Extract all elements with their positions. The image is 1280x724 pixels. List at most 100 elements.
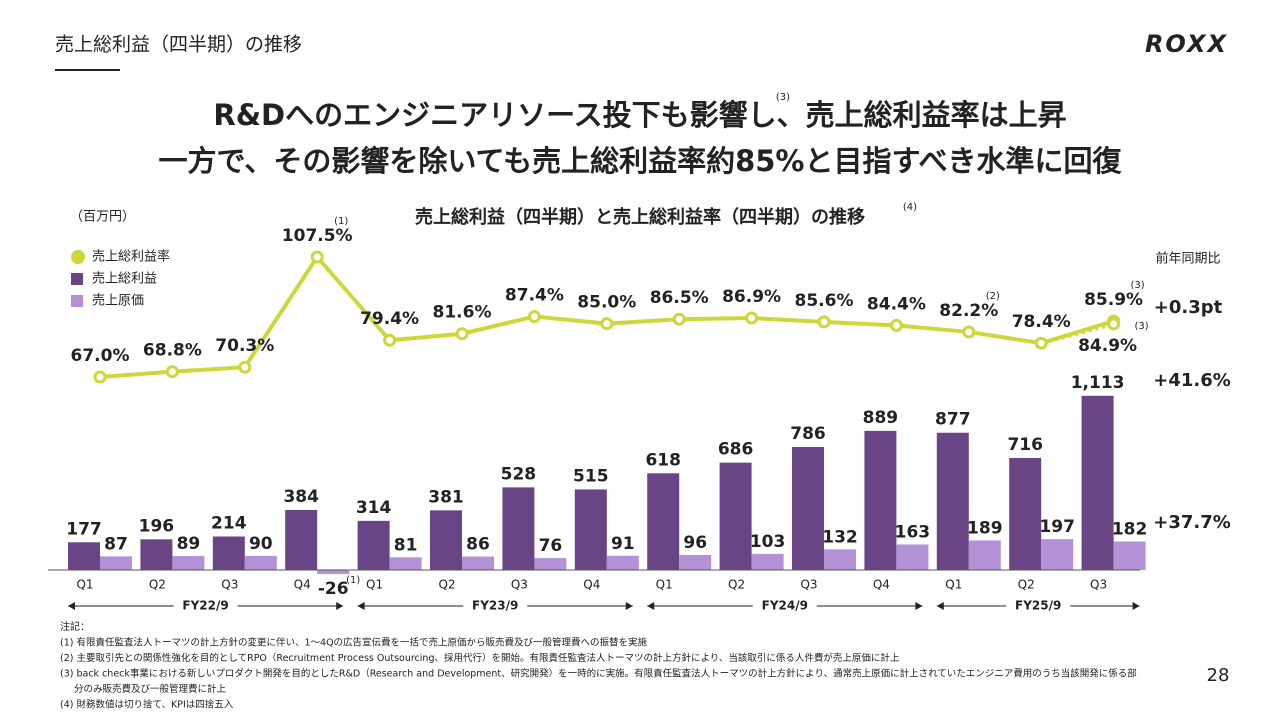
- bar: [968, 540, 1001, 570]
- bar: [1081, 395, 1114, 570]
- note-mark: (1): [346, 575, 360, 586]
- headline-note: (3): [776, 92, 790, 103]
- data-label: 86.9%: [722, 287, 781, 307]
- footnote: 分のみ販売費及び一般管理費に計上: [74, 683, 227, 695]
- bar: [719, 462, 752, 570]
- yoy-header: 前年同期比: [1155, 251, 1220, 267]
- data-label: 87.4%: [505, 286, 564, 306]
- point: [527, 310, 541, 324]
- headline: 一方で、その影響を除いても売上総利益率約85%と目指すべき水準に回復: [159, 144, 1123, 178]
- point: [455, 327, 469, 341]
- data-label: 528: [501, 464, 537, 484]
- note-mark: (1): [334, 216, 348, 227]
- x-tick-label: Q2: [1018, 578, 1035, 592]
- point: [745, 311, 759, 325]
- x-tick-label: Q2: [149, 578, 166, 592]
- chart-title: 売上総利益（四半期）と売上総利益率（四半期）の推移: [415, 206, 865, 228]
- bar: [751, 553, 784, 570]
- point: [889, 318, 903, 332]
- bar: [140, 539, 173, 570]
- data-label: 89: [177, 534, 201, 554]
- legend-label: 売上総利益: [92, 271, 157, 287]
- bar: [864, 430, 897, 570]
- data-label: 189: [967, 518, 1003, 538]
- point: [600, 317, 614, 331]
- data-label: 84.4%: [867, 294, 926, 314]
- bar: [317, 570, 350, 575]
- legend-swatch: [71, 295, 83, 307]
- bar: [1113, 541, 1146, 570]
- data-label: 889: [863, 408, 899, 428]
- bracket-gap: [463, 598, 528, 614]
- data-label: 381: [428, 487, 464, 507]
- bar: [430, 510, 462, 570]
- bar: [357, 520, 390, 570]
- group-label: FY22/9: [182, 599, 228, 613]
- bracket-gap: [173, 598, 238, 614]
- logo: ROXX: [1145, 30, 1228, 58]
- slide-title: 売上総利益（四半期）の推移: [55, 34, 302, 56]
- legend-swatch: [71, 250, 85, 264]
- bar: [792, 446, 824, 570]
- data-label: 314: [356, 498, 392, 518]
- x-tick-label: Q1: [366, 578, 383, 592]
- point: [672, 312, 686, 326]
- data-label: 87: [104, 534, 128, 554]
- bar: [679, 554, 712, 570]
- data-label: 68.8%: [143, 341, 202, 361]
- legend-swatch: [71, 273, 83, 285]
- bracket-gap: [1006, 598, 1071, 614]
- footnote: (4) 財務数値は切り捨て、KPIは四捨五入: [60, 699, 234, 711]
- bar: [462, 556, 494, 570]
- bar: [936, 432, 969, 570]
- x-tick-label: Q2: [438, 578, 455, 592]
- data-label: 82.2%: [939, 301, 998, 321]
- x-tick-label: Q1: [76, 578, 93, 592]
- bar: [896, 544, 929, 570]
- footnote: (1) 有限責任監査法人トーマツの計上方針の変更に伴い、1〜4Qの広告宣伝費を一…: [60, 637, 648, 649]
- point: [1107, 317, 1121, 331]
- x-tick-label: Q3: [511, 578, 528, 592]
- bar: [1009, 457, 1042, 570]
- bar: [534, 558, 567, 570]
- data-label: 1,113: [1071, 373, 1125, 393]
- note-mark: (3): [1131, 280, 1145, 291]
- data-label: 81.6%: [433, 303, 492, 323]
- data-label: 196: [139, 516, 175, 536]
- group-label: FY24/9: [762, 599, 808, 613]
- data-label: 91: [611, 534, 635, 554]
- group-label: FY25/9: [1015, 599, 1061, 613]
- bar: [574, 489, 607, 570]
- bar: [1041, 539, 1074, 570]
- data-label: 103: [750, 532, 786, 552]
- x-tick-label: Q4: [873, 578, 890, 592]
- data-label: 67.0%: [71, 346, 130, 366]
- data-label: 70.3%: [215, 336, 274, 356]
- bar: [68, 542, 100, 570]
- bar: [647, 473, 680, 570]
- data-label: 132: [822, 527, 858, 547]
- data-label: 686: [718, 440, 754, 460]
- point: [962, 325, 976, 339]
- bracket-gap: [752, 598, 817, 614]
- bar: [285, 509, 318, 570]
- data-label: 79.4%: [360, 309, 419, 329]
- bar: [606, 555, 639, 570]
- point: [383, 333, 397, 347]
- x-tick-label: Q1: [656, 578, 673, 592]
- data-label: 96: [683, 533, 707, 553]
- footnote: (3) back check事業における新しいプロダクト開発を目的としたR&D（…: [60, 668, 1137, 680]
- data-label: 107.5%: [282, 226, 353, 246]
- data-label: 214: [211, 514, 247, 534]
- data-label: 716: [1007, 435, 1043, 455]
- x-tick-label: Q3: [1090, 578, 1107, 592]
- data-label: 384: [283, 487, 319, 507]
- note-mark: (3): [1135, 321, 1149, 332]
- bar: [100, 556, 132, 570]
- x-tick-label: Q3: [800, 578, 817, 592]
- data-label: 90: [249, 534, 273, 554]
- data-label: 86.5%: [650, 288, 709, 308]
- data-label: 163: [895, 522, 931, 542]
- headline: R&Dへのエンジニアリソース投下も影響し、売上総利益率は上昇: [213, 98, 1066, 132]
